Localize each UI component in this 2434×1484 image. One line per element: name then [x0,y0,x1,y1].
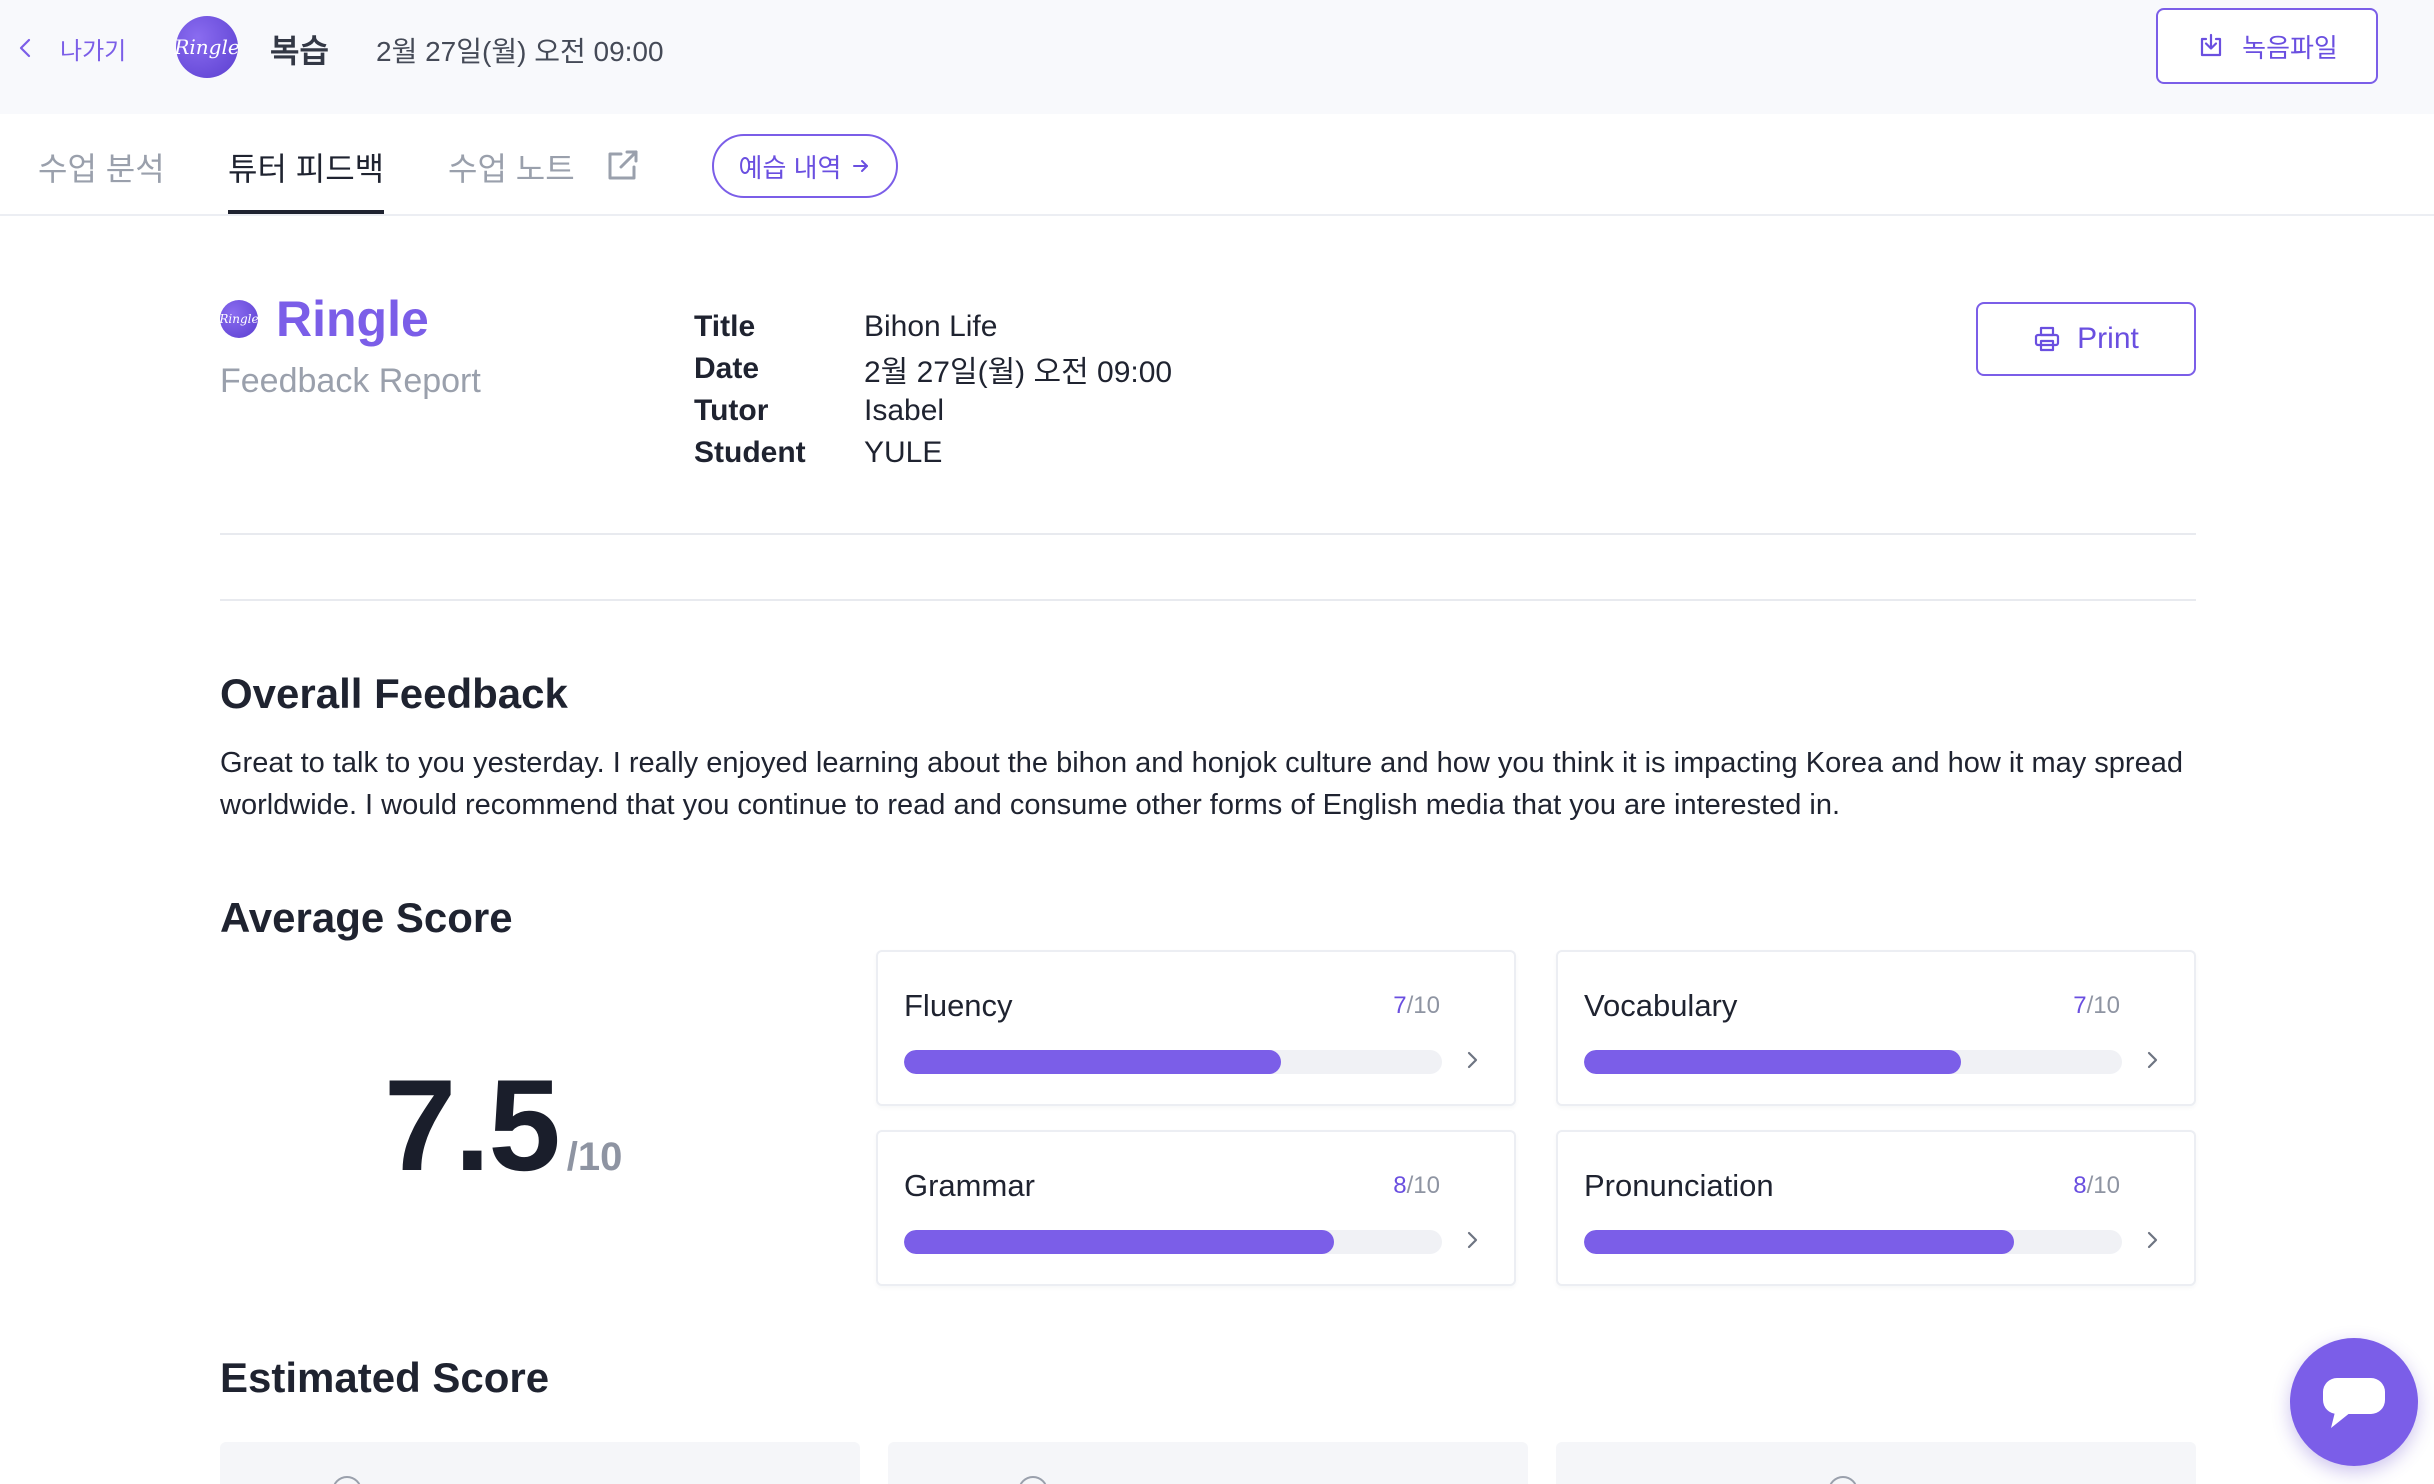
print-button[interactable]: Print [1976,302,2196,376]
meta-key: Date [694,352,760,385]
overall-feedback-text: Great to talk to you yesterday. I really… [220,747,2183,821]
meta-row-student: Student YULE [694,432,1172,474]
meta-row-date: Date 2월 27일(월) 오전 09:00 [694,348,1172,390]
score-label: Vocabulary [1584,988,1738,1023]
score-number: 8 [1393,1172,1407,1199]
chevron-right-icon [2147,1051,2158,1069]
estimated-score-card [888,1442,1528,1484]
info-icon [1828,1476,1858,1484]
lesson-date: 2월 27일(월) 오전 09:00 [376,36,664,67]
ringle-logo-small: Ringle [219,300,259,338]
chevron-left-icon [19,38,31,58]
preparation-history-label: 예습 내역 [738,152,842,183]
score-label: Grammar [904,1168,1035,1203]
score-number: 7 [1393,992,1407,1019]
estimated-score-card [1556,1442,2196,1484]
score-card-pronunciation[interactable]: Pronunciation 8/10 [1556,1130,2196,1286]
overall-feedback-heading: Overall Feedback [220,670,568,717]
score-bar-fill [1584,1050,1961,1074]
score-bar-fill [1584,1230,2015,1254]
score-bar-fill [904,1230,1335,1254]
score-value: 7/10 [2073,992,2120,1020]
meta-key: Student [694,436,806,469]
preparation-history-button[interactable]: 예습 내역 [712,134,898,198]
score-bar-track [1584,1050,2122,1074]
printer-icon [2035,326,2060,352]
meta-value: Isabel [864,394,945,427]
back-label: 나가기 [60,37,127,65]
print-label: Print [2077,322,2139,355]
meta-row-tutor: Tutor Isabel [694,390,1172,432]
chevron-right-icon [1467,1051,1478,1069]
score-value: 8/10 [1393,1172,1440,1200]
logo-text: Ringle [174,35,240,59]
report-brand: Ringle Ringle [219,290,429,348]
score-label: Pronunciation [1584,1168,1774,1203]
chevron-right-icon [2147,1231,2158,1249]
report-subtitle: Feedback Report [220,362,481,400]
meta-row-title: Title Bihon Life [694,306,1172,348]
meta-value: YULE [864,436,943,469]
brand-dot-text: Ringle [219,312,259,326]
score-max: /10 [1406,1172,1440,1199]
back-button[interactable]: 나가기 [14,28,126,68]
score-bar-track [1584,1230,2122,1254]
meta-value: 2월 27일(월) 오전 09:00 [864,356,1173,389]
ringle-logo: Ringle [174,16,240,78]
score-bar-track [904,1050,1442,1074]
report-meta: Title Bihon Life Date 2월 27일(월) 오전 09:00… [694,306,1172,474]
score-max: /10 [2086,1172,2120,1199]
tab-tutor-feedback[interactable]: 튜터 피드백 [228,144,385,214]
score-value: 8/10 [2073,1172,2120,1200]
score-number: 7 [2073,992,2087,1019]
estimated-score-card [220,1442,860,1484]
arrow-right-icon [853,160,869,172]
recording-file-label: 녹음파일 [2242,32,2338,63]
score-bar-track [904,1230,1442,1254]
score-label: Fluency [904,988,1013,1023]
info-icon [332,1476,362,1484]
estimated-score-heading: Estimated Score [220,1354,550,1401]
meta-value: Bihon Life [864,310,998,343]
info-icon [1018,1476,1048,1484]
download-icon [2201,33,2222,57]
chat-bubble-icon [2323,1378,2385,1428]
score-value: 7/10 [1393,992,1440,1020]
average-score-value: 7.5 /10 [384,1050,622,1200]
score-max: /10 [1406,992,1440,1019]
score-card-fluency[interactable]: Fluency 7/10 [876,950,1516,1106]
score-card-grammar[interactable]: Grammar 8/10 [876,1130,1516,1286]
score-max: /10 [2086,992,2120,1019]
brand-name: Ringle [276,291,429,347]
tab-lesson-notes[interactable]: 수업 노트 [448,151,575,187]
score-bar-fill [904,1050,1281,1074]
external-link-icon[interactable] [606,148,640,182]
meta-key: Tutor [694,394,769,427]
tab-bar: 수업 분석 튜터 피드백 수업 노트 예습 내역 [0,114,2434,216]
recording-file-button[interactable]: 녹음파일 [2156,8,2378,84]
average-score-denominator: /10 [566,1135,623,1179]
top-bar: 나가기 Ringle 복습 2월 27일(월) 오전 09:00 녹음파일 [0,0,2434,114]
divider [220,533,2196,535]
tab-lesson-analysis[interactable]: 수업 분석 [38,151,165,187]
score-number: 8 [2073,1172,2087,1199]
chevron-right-icon [1467,1231,1478,1249]
chat-support-button[interactable] [2290,1338,2418,1466]
page-title: 복습 [270,33,329,69]
divider [220,599,2196,601]
score-card-vocabulary[interactable]: Vocabulary 7/10 [1556,950,2196,1106]
average-score-number: 7.5 [384,1052,561,1198]
meta-key: Title [694,310,756,343]
average-score-heading: Average Score [220,894,513,941]
